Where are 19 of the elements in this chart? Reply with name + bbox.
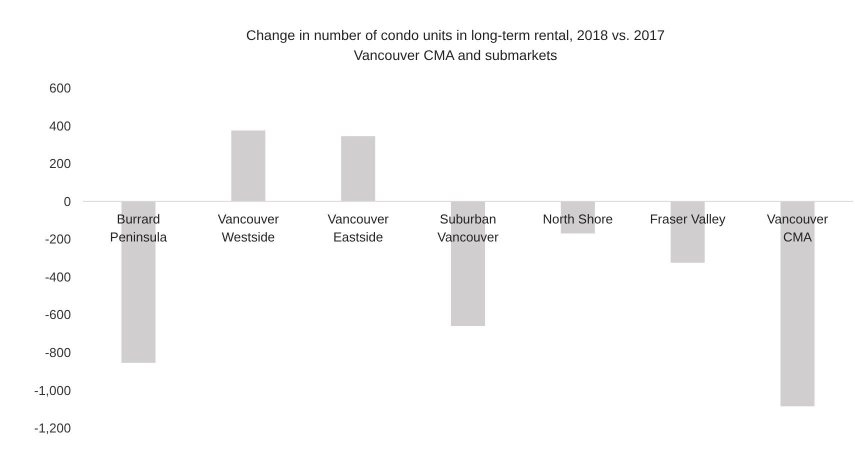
x-tick-label: Vancouver CMA [766,211,829,244]
chart-subtitle: Vancouver CMA and submarkets [354,47,558,63]
y-tick-label: -1,200 [34,420,71,436]
y-tick-label: -800 [44,344,71,360]
y-tick-label: 0 [64,194,71,209]
x-tick-label: Burrard Peninsula [110,211,168,244]
x-tick-label: Suburban Vancouver [437,211,500,244]
y-tick-label: -200 [44,232,71,247]
y-tick-label: 600 [49,80,71,96]
y-tick-label: -1,000 [34,382,71,398]
y-tick-label: 400 [49,118,71,134]
chart-title: Change in number of condo units in long-term rental, 2018 vs. 2017 [246,27,666,43]
y-tick-label: 200 [49,156,71,172]
x-tick-label: Vancouver Westside [218,211,280,244]
x-tick-label: Vancouver Eastside [328,211,390,244]
y-tick-label: -600 [44,307,71,322]
x-tick-label: Fraser Valley [650,211,726,226]
x-tick-label: North Shore [542,211,613,226]
y-tick-label: -400 [44,269,71,284]
